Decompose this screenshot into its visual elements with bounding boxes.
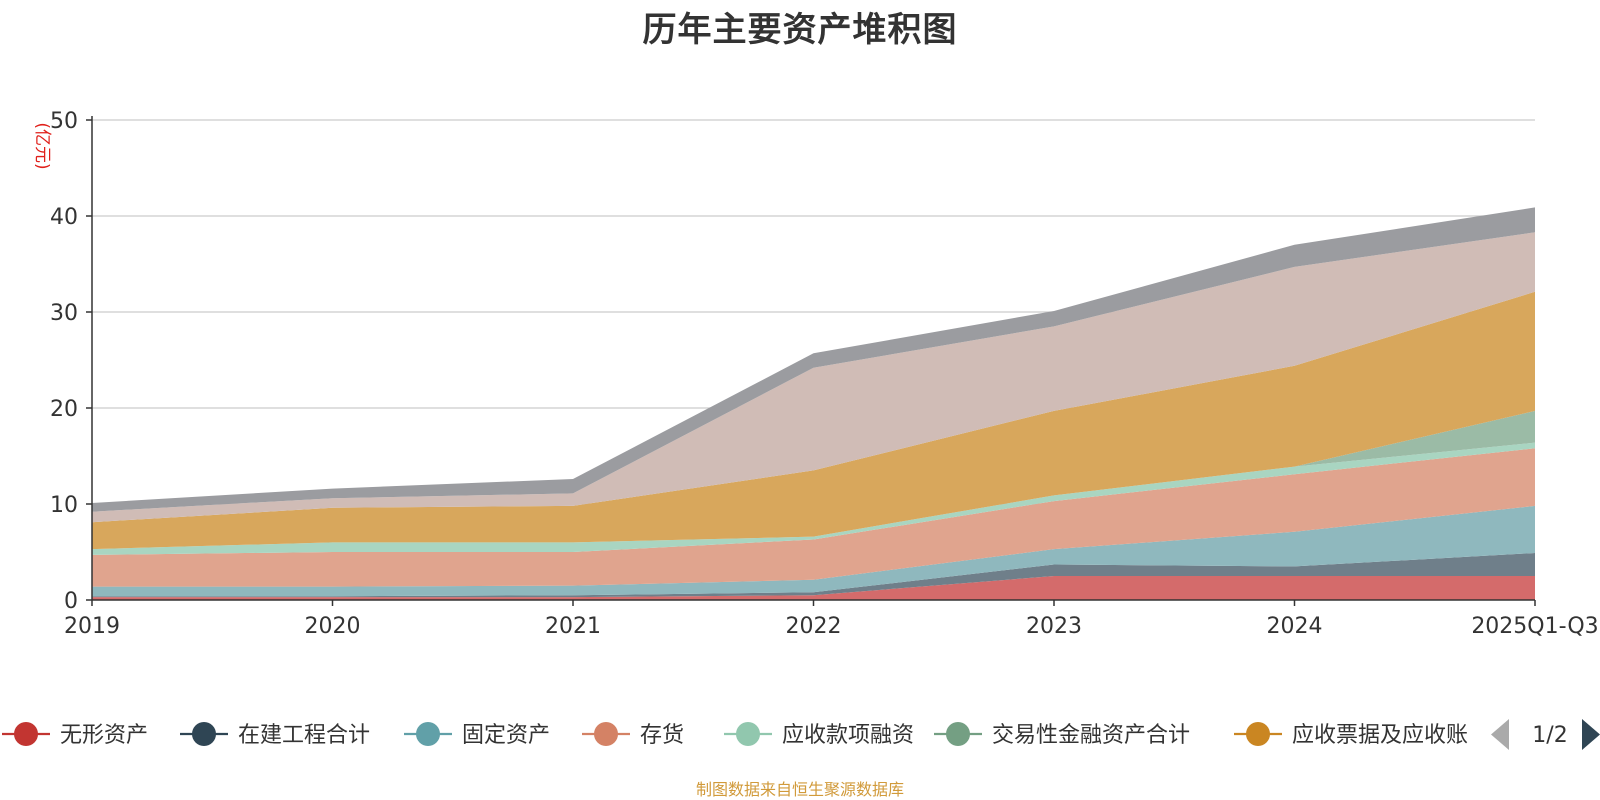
area-layer bbox=[92, 207, 1535, 600]
legend: 无形资产 在建工程合计 固定资产 存货 应收款项融资 交易性金融资产合计 应收票据及应收账 1… bbox=[2, 719, 1600, 750]
area-series bbox=[92, 291, 1535, 550]
legend-prev-icon[interactable] bbox=[1491, 719, 1509, 750]
area-series bbox=[92, 232, 1535, 523]
legend-marker bbox=[1246, 722, 1270, 746]
legend-label: 在建工程合计 bbox=[238, 723, 370, 748]
chart-title: 历年主要资产堆积图 bbox=[642, 10, 958, 50]
area-series bbox=[92, 505, 1535, 597]
legend-label: 应收款项融资 bbox=[782, 723, 914, 748]
y-tick-label: 0 bbox=[64, 589, 78, 614]
legend-marker bbox=[14, 722, 38, 746]
y-tick-label: 40 bbox=[50, 205, 78, 230]
legend-item[interactable]: 交易性金融资产合计 bbox=[934, 722, 1190, 748]
x-tick-label: 2023 bbox=[1026, 614, 1082, 639]
legend-page-indicator: 1/2 bbox=[1532, 723, 1567, 748]
y-tick-label: 30 bbox=[50, 301, 78, 326]
legend-item[interactable]: 存货 bbox=[582, 722, 684, 748]
legend-item[interactable]: 在建工程合计 bbox=[180, 722, 370, 748]
legend-next-icon[interactable] bbox=[1582, 719, 1600, 750]
x-tick-label: 2019 bbox=[64, 614, 120, 639]
y-tick-label: 20 bbox=[50, 397, 78, 422]
legend-label: 交易性金融资产合计 bbox=[992, 723, 1190, 748]
x-tick-label: 2024 bbox=[1267, 614, 1323, 639]
legend-label: 应收票据及应收账 bbox=[1292, 723, 1468, 748]
legend-label: 存货 bbox=[640, 723, 684, 748]
legend-marker bbox=[416, 722, 440, 746]
y-axis-label: (亿元) bbox=[32, 122, 52, 169]
y-tick-label: 10 bbox=[50, 493, 78, 518]
y-tick-label: 50 bbox=[50, 109, 78, 134]
area-series bbox=[92, 553, 1535, 598]
area-series bbox=[92, 207, 1535, 512]
x-tick-label: 2020 bbox=[305, 614, 361, 639]
legend-marker bbox=[736, 722, 760, 746]
area-series bbox=[92, 448, 1535, 587]
x-tick-label: 2021 bbox=[545, 614, 601, 639]
axis-layer: 0 10 20 30 40 50 2019 2020 2021 2022 2023 2024 2025Q… bbox=[32, 109, 1599, 639]
x-tick-label: 2022 bbox=[786, 614, 842, 639]
legend-label: 无形资产 bbox=[60, 723, 148, 748]
source-note: 制图数据来自恒生聚源数据库 bbox=[695, 780, 904, 799]
legend-item[interactable]: 固定资产 bbox=[404, 722, 550, 748]
legend-item[interactable]: 应收票据及应收账 bbox=[1234, 722, 1468, 748]
legend-marker bbox=[192, 722, 216, 746]
x-tick-label: 2025Q1-Q3 bbox=[1471, 614, 1598, 639]
legend-label: 固定资产 bbox=[462, 723, 550, 748]
legend-item[interactable]: 无形资产 bbox=[2, 722, 148, 748]
legend-marker bbox=[946, 722, 970, 746]
legend-marker bbox=[594, 722, 618, 746]
legend-item[interactable]: 应收款项融资 bbox=[724, 722, 914, 748]
area-series bbox=[92, 576, 1535, 600]
